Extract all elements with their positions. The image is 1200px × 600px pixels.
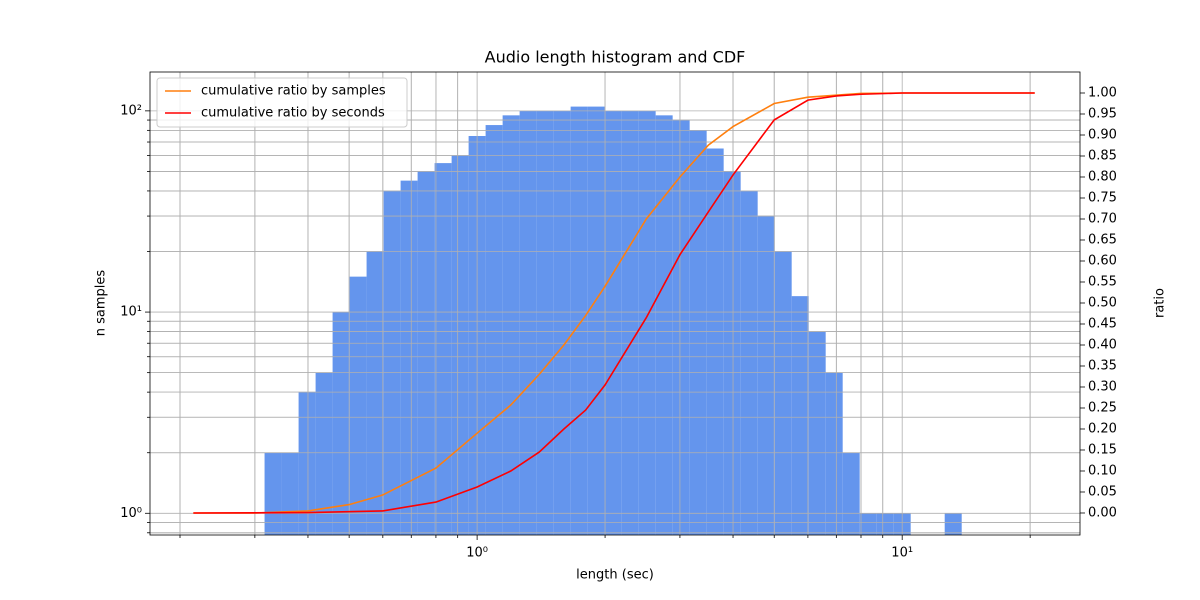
y-tick-label: 10⁰ — [120, 506, 142, 521]
histogram-bar — [876, 513, 894, 535]
y-tick-label: 10² — [120, 103, 142, 118]
y2-tick-label: 0.50 — [1088, 295, 1117, 310]
histogram-bar — [774, 251, 792, 535]
histogram-bar — [383, 190, 401, 536]
histogram-bar — [740, 190, 758, 536]
x-tick-label: 10¹ — [891, 546, 913, 561]
y2-tick-label: 0.25 — [1088, 400, 1117, 415]
y2-tick-label: 0.85 — [1088, 148, 1117, 163]
y2-tick-label: 1.00 — [1088, 85, 1117, 100]
histogram-bar — [655, 115, 673, 536]
histogram-bar — [638, 110, 656, 535]
histogram-bar — [791, 296, 809, 535]
histogram-bar — [519, 110, 537, 535]
histogram-bar — [332, 312, 350, 535]
y2-tick-label: 0.55 — [1088, 274, 1117, 289]
histogram-bar — [808, 331, 826, 535]
histogram-bar — [553, 110, 571, 535]
y2-tick-label: 0.90 — [1088, 127, 1117, 142]
y2-tick-label: 0.65 — [1088, 232, 1117, 247]
y-tick-label: 10¹ — [120, 305, 142, 320]
chart-title: Audio length histogram and CDF — [485, 48, 746, 67]
histogram-bar — [604, 110, 622, 535]
histogram-bar — [349, 276, 367, 535]
histogram-bar — [570, 106, 588, 536]
histogram-bar — [825, 372, 843, 535]
y2-tick-label: 0.45 — [1088, 316, 1117, 331]
histogram-bar — [502, 115, 520, 536]
histogram-bar — [672, 120, 690, 536]
histogram-bar — [536, 110, 554, 535]
histogram-bar — [264, 452, 282, 535]
histogram-bar — [689, 130, 707, 535]
histogram-bar — [859, 513, 877, 535]
plot-frame — [149, 71, 1081, 536]
cdf-line — [193, 92, 1035, 514]
histogram-bar — [298, 392, 316, 535]
y2-tick-label: 0.40 — [1088, 337, 1117, 352]
x-tick-label: 10⁰ — [466, 546, 488, 561]
y2-tick-label: 0.30 — [1088, 379, 1117, 394]
histogram-bar — [757, 216, 775, 535]
histogram-bar — [944, 513, 962, 535]
y2-tick-label: 0.75 — [1088, 190, 1117, 205]
legend-box — [156, 77, 408, 128]
y-axis-label: n samples — [94, 270, 109, 337]
legend-label: cumulative ratio by samples — [201, 84, 386, 99]
cdf-line — [193, 92, 1035, 514]
y2-tick-label: 0.35 — [1088, 358, 1117, 373]
histogram-bar — [281, 452, 299, 535]
legend: cumulative ratio by samples cumulative ra… — [156, 77, 408, 128]
y2-tick-label: 0.15 — [1088, 442, 1117, 457]
histogram — [264, 106, 962, 536]
y2-tick-label: 0.95 — [1088, 106, 1117, 121]
y2-tick-label: 0.05 — [1088, 484, 1117, 499]
histogram-bar — [587, 106, 605, 536]
histogram-bar — [706, 148, 724, 536]
y2-tick-label: 0.80 — [1088, 169, 1117, 184]
x-axis-label: length (sec) — [576, 568, 654, 583]
y2-axis-label: ratio — [1153, 288, 1168, 318]
legend-label: cumulative ratio by seconds — [201, 106, 385, 121]
histogram-bar — [315, 372, 333, 535]
histogram-bar — [621, 110, 639, 535]
histogram-bar — [417, 171, 435, 535]
y2-tick-label: 0.60 — [1088, 253, 1117, 268]
y2-tick-label: 0.00 — [1088, 505, 1117, 520]
y2-tick-label: 0.20 — [1088, 421, 1117, 436]
histogram-bar — [434, 163, 452, 535]
y2-tick-label: 0.10 — [1088, 463, 1117, 478]
histogram-bar — [366, 251, 384, 535]
histogram-bar — [485, 125, 503, 535]
histogram-bar — [842, 452, 860, 535]
y2-tick-label: 0.70 — [1088, 211, 1117, 226]
histogram-bar — [723, 171, 741, 535]
histogram-bar — [400, 180, 418, 535]
histogram-bar — [451, 155, 469, 536]
